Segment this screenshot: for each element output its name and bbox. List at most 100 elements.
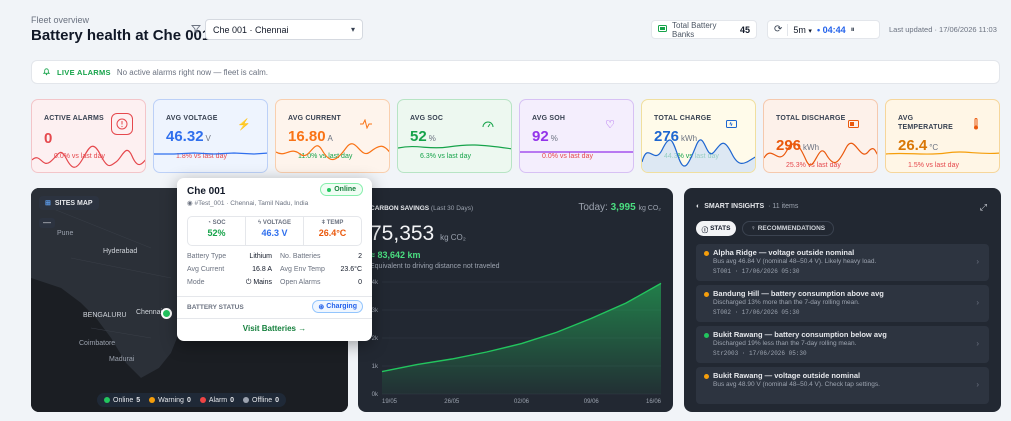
kpi-card-avg-temperature[interactable]: Avg Temperature 26.4 °C 1.5% vs last day (885, 99, 1000, 173)
city-label: Coimbatore (79, 340, 116, 347)
battery-status-badge: ⊛ Charging (312, 300, 363, 313)
insight-item[interactable]: Bukit Rawang — battery consumption below… (696, 326, 989, 363)
map-icon: ⊞ (45, 200, 51, 207)
banks-count: 45 (739, 24, 750, 35)
last-updated: Last updated · 17/06/2026 11:03 (889, 25, 997, 34)
insight-item[interactable]: Bukit Rawang — voltage outside nominal B… (696, 367, 989, 404)
sparkline (32, 145, 145, 168)
tab-recommendations[interactable]: ♀ RECOMMENDATIONS (742, 221, 834, 236)
chevron-down-icon: ▾ (808, 27, 812, 35)
site-marker[interactable] (161, 308, 172, 319)
status-dot (704, 333, 709, 338)
divider (177, 318, 372, 319)
kpi-delta: 1.5% vs last day (908, 162, 959, 169)
tab-stats[interactable]: ⓘ STATS (696, 221, 736, 236)
smart-insights-panel: ◐ SMART INSIGHTS · 11 items ⤢ ⓘ STATS ♀ RE… (684, 188, 1001, 412)
x-tick-label: 09/06 (584, 399, 600, 405)
legend-online: Online 5 (104, 397, 140, 404)
divider (177, 296, 372, 297)
kpi-card-total-charge[interactable]: Total Charge 276 kWh 44.3% vs last day (641, 99, 756, 173)
header: Fleet overview Battery health at Che 001… (0, 0, 1011, 56)
sparkline (886, 151, 999, 155)
y-tick-label: 0k (372, 392, 379, 398)
insight-meta: ST002 · 17/06/2026 05:30 (713, 309, 800, 316)
refresh-icon[interactable]: ⟳ (774, 24, 783, 35)
kpi-title: Active Alarms (44, 115, 104, 122)
pause-icon[interactable]: ⏸ (850, 24, 855, 34)
kpi-title: Avg Current (288, 115, 342, 122)
sparkline (276, 143, 389, 161)
total-battery-banks: Total Battery Banks 45 (651, 20, 757, 39)
kpi-card-avg-current[interactable]: Avg Current 16.80 A 11.0% vs last day (275, 99, 390, 173)
visit-batteries-link[interactable]: Visit Batteries → (242, 324, 307, 333)
kpi-value: 276 kWh (654, 128, 698, 145)
x-tick-label: 16/06 (646, 399, 662, 405)
expand-icon[interactable]: ⤢ (979, 202, 987, 212)
sites-map-label: SITES MAP (54, 199, 93, 207)
battery-charge-icon (721, 113, 743, 135)
kpi-title: Avg Temperature (898, 115, 953, 131)
site-select-value: Che 001 · Chennai (213, 24, 289, 35)
interval-select[interactable]: 5m ▾ (793, 25, 812, 35)
page-title: Battery health at Che 001 (31, 27, 211, 44)
popup-site-name: Che 001 (187, 186, 226, 197)
insight-desc: Bus avg 48.90 V (nominal 48–50.4 V). Che… (713, 381, 880, 388)
kpi-delta: 0.0% vs last day (54, 153, 105, 160)
sparkline (642, 139, 755, 172)
kpi-card-avg-soc[interactable]: Avg SOC 52% 6.3% vs last day (397, 99, 512, 173)
carbon-savings-panel: CARBON SAVINGS (Last 30 Days) Today: 3,9… (358, 188, 673, 412)
carbon-distance-note: Equivalent to driving distance not trave… (370, 263, 500, 270)
popup-details: Battery Type Lithium No. Batteries 2 Avg C… (187, 253, 362, 292)
carbon-line (381, 282, 662, 373)
battery-icon (843, 113, 865, 135)
carbon-area (382, 283, 661, 394)
thermometer-icon: ǂ (321, 220, 326, 226)
insight-desc: Discharged 13% more than the 7-day rolli… (713, 299, 860, 306)
city-label: Madurai (109, 356, 135, 363)
detail-row: Avg Current 16.8 A Avg Env Temp 23.6°C (187, 266, 362, 273)
status-dot (704, 251, 709, 256)
site-select[interactable]: Che 001 · Chennai ▾ (205, 19, 363, 40)
insight-meta: ST001 · 17/06/2026 05:30 (713, 268, 800, 275)
kpi-card-total-discharge[interactable]: Total Discharge 296 kWh 25.3% vs last day (763, 99, 878, 173)
heart-icon: ♡ (605, 118, 615, 131)
kpi-card-active-alarms[interactable]: Active Alarms 0 0.0% vs last day (31, 99, 146, 173)
kpi-value: 46.32 V (166, 128, 211, 145)
kpi-title: Total Discharge (776, 115, 846, 122)
zoom-out-button[interactable]: — (39, 218, 55, 228)
metric-temp: ǂ TEMP 26.4°C (303, 217, 361, 245)
sparkline (520, 151, 633, 153)
filter-icon (191, 24, 201, 37)
lightbulb-icon: ◐ (696, 203, 701, 210)
bell-icon (42, 67, 51, 78)
carbon-chart: 0k 1k 2k 3k 4k 19/05 26/05 02/06 09/06 16/06 (372, 280, 662, 405)
bolt-icon: ⚡ (237, 118, 251, 131)
bolt-icon: ϟ (258, 220, 262, 226)
map-legend: Online 5 Warning 0 Alarm 0 Offline 0 (97, 393, 287, 407)
x-tick-label: 02/06 (514, 399, 530, 405)
status-dot (704, 292, 709, 297)
detail-row: Battery Type Lithium No. Batteries 2 (187, 253, 362, 260)
sites-map-title: ⊞ SITES MAP (39, 196, 99, 210)
live-alarms-bar: LIVE ALARMS No active alarms right now —… (31, 60, 1000, 84)
kpi-delta: 1.8% vs last day (176, 153, 227, 160)
y-tick-label: 3k (372, 308, 379, 314)
insight-item[interactable]: Alpha Ridge — voltage outside nominal Bu… (696, 244, 989, 281)
carbon-today: Today: 3,995 kg CO₂ (578, 202, 661, 213)
kpi-card-avg-soh[interactable]: Avg SOH ♡ 92% 0.0% vs last day (519, 99, 634, 173)
carbon-distance: ≈ 83,642 km (370, 250, 421, 260)
countdown: • 04:44 (816, 24, 846, 35)
alert-icon (111, 113, 133, 135)
battery-icon (658, 25, 668, 34)
chevron-right-icon: › (976, 380, 979, 389)
kpi-title: Avg Voltage (166, 115, 218, 122)
kpi-value: 92% (532, 128, 558, 145)
battery-status-label: BATTERY STATUS (187, 304, 244, 311)
insight-item[interactable]: Bandung Hill — battery consumption above… (696, 285, 989, 322)
page-subtitle: Fleet overview (31, 15, 90, 25)
kpi-delta: 0.0% vs last day (542, 153, 593, 160)
kpi-card-avg-voltage[interactable]: Avg Voltage ⚡ 46.32 V 1.8% vs last day (153, 99, 268, 173)
y-tick-label: 4k (372, 280, 379, 286)
thermometer-icon (965, 113, 987, 135)
city-label: BENGALURU (83, 312, 127, 319)
